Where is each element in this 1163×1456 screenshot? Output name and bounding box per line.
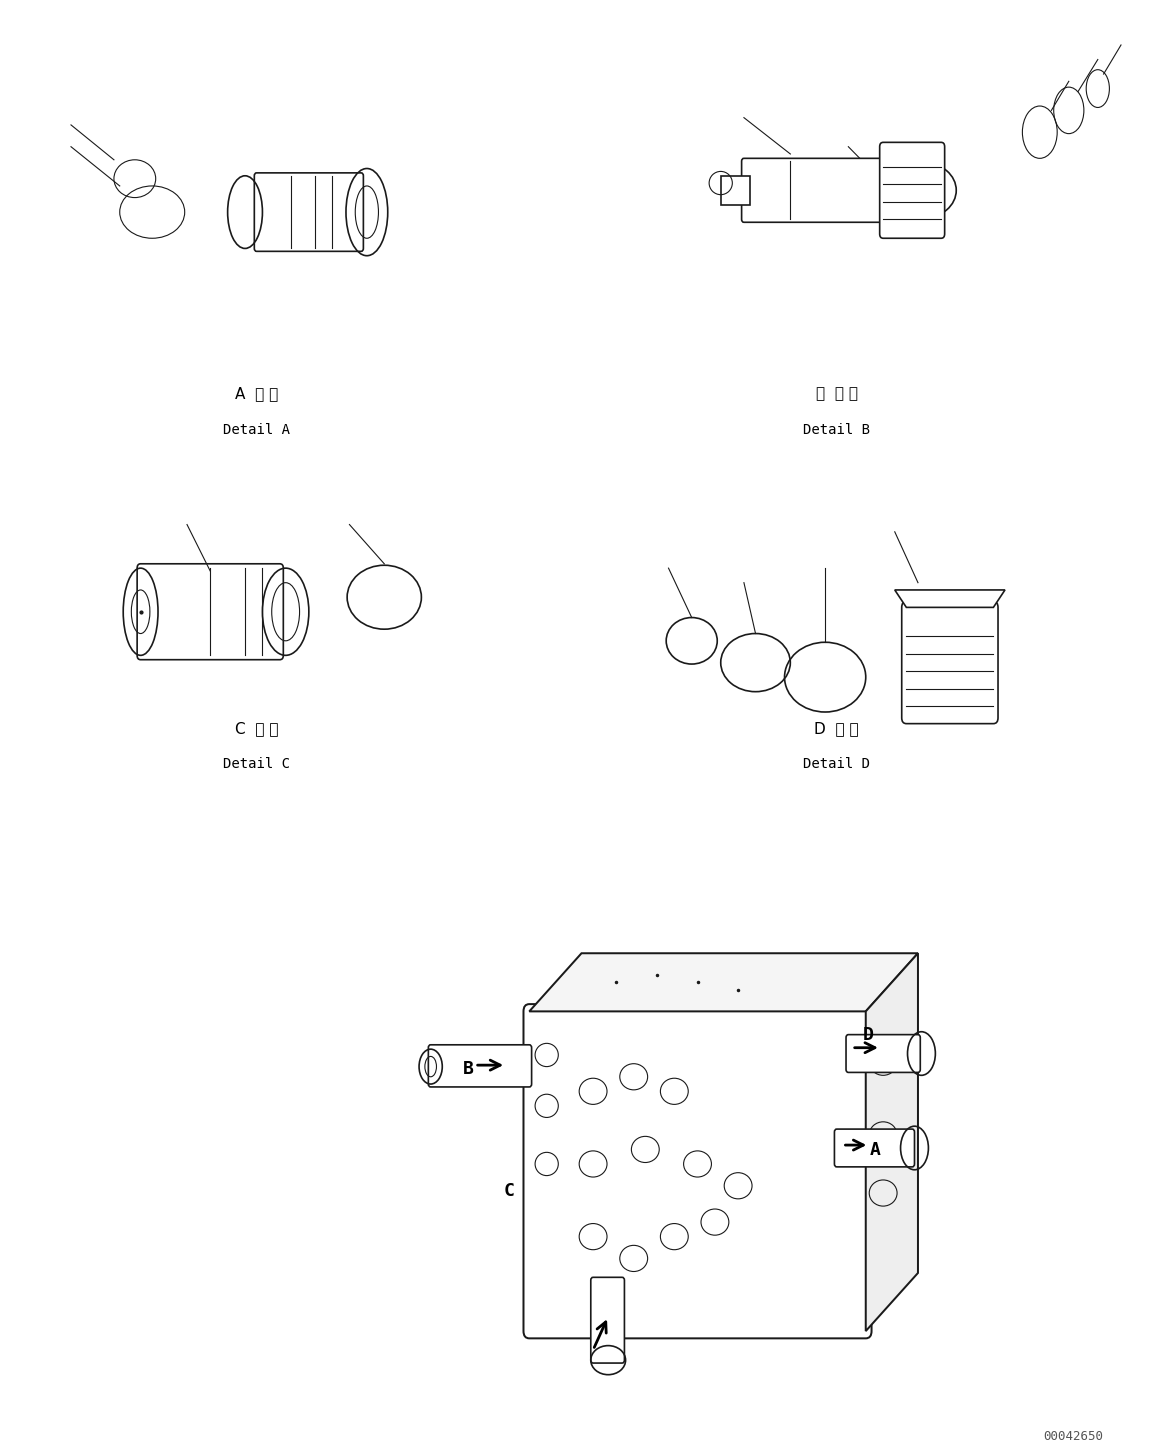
FancyBboxPatch shape <box>879 143 944 239</box>
Text: D: D <box>862 1026 873 1044</box>
Text: Detail B: Detail B <box>804 422 870 437</box>
FancyBboxPatch shape <box>523 1005 871 1338</box>
FancyBboxPatch shape <box>846 1035 920 1073</box>
Polygon shape <box>865 954 918 1331</box>
Bar <box>721 176 750 205</box>
FancyBboxPatch shape <box>255 173 363 252</box>
Text: 00042650: 00042650 <box>1043 1430 1104 1443</box>
FancyBboxPatch shape <box>137 563 284 660</box>
Text: 日  詳 細: 日 詳 細 <box>815 386 858 402</box>
Text: A  詳 細: A 詳 細 <box>235 386 278 402</box>
Text: A: A <box>869 1142 880 1159</box>
Text: Detail A: Detail A <box>223 422 290 437</box>
FancyBboxPatch shape <box>742 159 885 223</box>
Polygon shape <box>529 954 918 1012</box>
FancyBboxPatch shape <box>901 601 998 724</box>
FancyBboxPatch shape <box>428 1045 531 1088</box>
Text: Detail D: Detail D <box>804 757 870 772</box>
Text: C: C <box>504 1182 515 1200</box>
Text: C  詳 細: C 詳 細 <box>235 721 278 735</box>
Polygon shape <box>894 590 1005 607</box>
Text: D  詳 細: D 詳 細 <box>814 721 859 735</box>
FancyBboxPatch shape <box>591 1277 625 1363</box>
Text: Detail C: Detail C <box>223 757 290 772</box>
Text: B: B <box>463 1060 475 1077</box>
FancyBboxPatch shape <box>834 1128 914 1166</box>
